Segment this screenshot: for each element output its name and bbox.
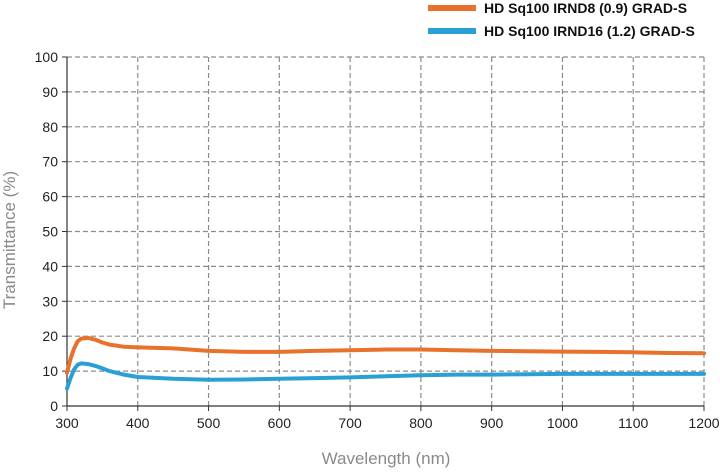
y-tick-label: 90 — [42, 84, 58, 100]
x-tick-label: 700 — [338, 415, 362, 431]
y-tick-label: 100 — [35, 49, 59, 65]
x-tick-label: 1200 — [688, 415, 719, 431]
x-tick-label: 800 — [409, 415, 433, 431]
x-tick-label: 300 — [55, 415, 79, 431]
x-tick-label: 400 — [126, 415, 150, 431]
x-tick-label: 1100 — [618, 415, 648, 431]
legend-label-2: HD Sq100 IRND16 (1.2) GRAD-S — [484, 23, 695, 39]
labels-layer: Wavelength (nm) Transmittance (%) — [0, 171, 450, 468]
axes-layer: 0 10 20 30 40 50 60 70 80 90 100 300 400 500 600 700 800… — [35, 49, 720, 431]
y-tick-label: 10 — [42, 363, 58, 379]
series-line-2 — [65, 361, 706, 391]
x-tick-label: 900 — [480, 415, 504, 431]
legend-label-1: HD Sq100 IRND8 (0.9) GRAD-S — [484, 0, 687, 16]
x-axis-label: Wavelength (nm) — [322, 449, 451, 468]
x-tick-label: 1000 — [547, 415, 578, 431]
series-layer — [65, 335, 706, 391]
y-tick-label: 70 — [42, 154, 58, 170]
series-line-1 — [65, 335, 706, 375]
y-tick-label: 20 — [42, 328, 58, 344]
y-tick-label: 80 — [42, 119, 58, 135]
x-tick-label: 600 — [268, 415, 292, 431]
y-tick-label: 40 — [42, 258, 58, 274]
y-tick-label: 30 — [42, 293, 58, 309]
legend: HD Sq100 IRND8 (0.9) GRAD-S HD Sq100 IRND… — [428, 0, 695, 39]
x-tick-label: 500 — [197, 415, 221, 431]
grid-layer — [67, 56, 705, 406]
y-tick-label: 60 — [42, 189, 58, 205]
y-axis-label: Transmittance (%) — [0, 171, 19, 309]
y-tick-label: 0 — [50, 398, 58, 414]
y-tick-label: 50 — [42, 224, 58, 240]
